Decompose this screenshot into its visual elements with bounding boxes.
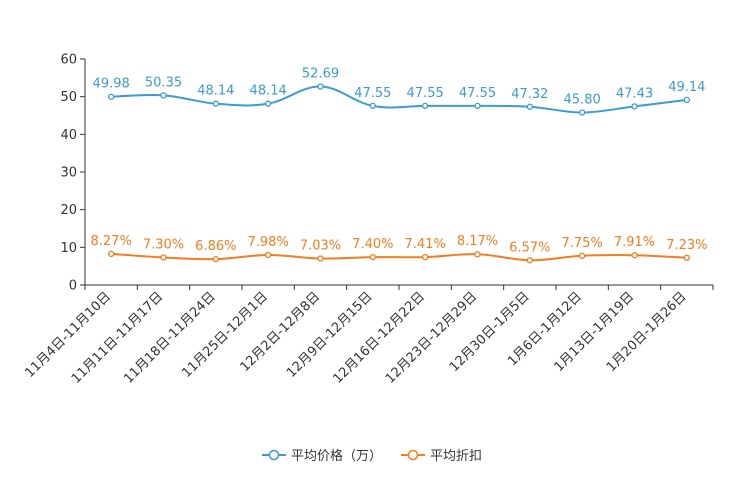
series-line-2	[111, 252, 687, 262]
data-label: 6.86%	[195, 239, 236, 254]
legend-item-1[interactable]: 平均价格（万）	[262, 448, 382, 464]
data-point[interactable]	[683, 254, 690, 261]
data-point[interactable]	[631, 252, 638, 259]
series-line-1	[111, 85, 687, 114]
y-tick-label: 0	[69, 279, 77, 294]
axes: 0 10 20 30 40 50 60 11月4日-11月10日11月11日-11月17日11…	[22, 53, 714, 387]
data-point[interactable]	[108, 250, 115, 257]
data-point[interactable]	[160, 92, 167, 99]
legend[interactable]: 平均价格（万） 平均折扣	[262, 448, 482, 464]
data-label: 52.69	[302, 67, 339, 82]
data-point[interactable]	[369, 102, 376, 110]
y-tick-label: 40	[60, 128, 77, 143]
data-point[interactable]	[160, 254, 167, 261]
y-tick-label: 50	[60, 90, 77, 105]
x-tick-label: 11月4日-11月10日	[22, 289, 114, 381]
legend-label: 平均价格（万）	[291, 448, 382, 464]
data-point[interactable]	[474, 102, 481, 110]
data-point[interactable]	[683, 96, 690, 104]
x-tick-label: 12月23日-12月29日	[383, 289, 480, 386]
data-label: 7.40%	[352, 237, 393, 252]
data-point[interactable]	[526, 103, 533, 110]
y-tick-label: 60	[60, 53, 77, 68]
data-label: 49.14	[668, 80, 705, 95]
y-tick-label: 20	[60, 203, 77, 218]
x-tick-label: 12月16日-12月22日	[331, 289, 428, 386]
data-label: 47.55	[354, 86, 391, 101]
data-label: 8.27%	[91, 234, 132, 249]
data-label: 45.80	[564, 92, 601, 107]
data-point[interactable]	[422, 102, 429, 110]
data-point[interactable]	[317, 255, 324, 262]
data-point[interactable]	[579, 109, 586, 116]
data-point[interactable]	[108, 93, 115, 100]
data-label: 47.43	[616, 86, 653, 101]
data-label: 48.14	[197, 84, 234, 99]
data-label: 8.17%	[457, 234, 498, 249]
data-label: 6.57%	[509, 240, 550, 255]
data-point[interactable]	[631, 103, 638, 110]
x-tick-label: 11月11日-11月17日	[69, 289, 166, 386]
legend-item-2[interactable]: 平均折扣	[401, 449, 482, 464]
data-point[interactable]	[265, 251, 272, 259]
data-label: 47.55	[407, 86, 444, 101]
y-tick-label: 30	[60, 166, 77, 181]
legend-marker-icon	[268, 449, 280, 461]
y-tick-label: 10	[60, 241, 77, 256]
data-point[interactable]	[212, 256, 219, 263]
data-label: 7.91%	[614, 235, 655, 250]
data-point[interactable]	[317, 83, 324, 90]
data-label: 50.35	[145, 75, 182, 90]
data-label: 7.75%	[562, 236, 603, 251]
legend-label: 平均折扣	[430, 449, 482, 464]
data-label: 7.41%	[405, 237, 446, 252]
data-label: 7.23%	[666, 238, 707, 253]
data-point[interactable]	[422, 253, 429, 261]
data-point[interactable]	[579, 252, 586, 259]
data-point[interactable]	[265, 100, 272, 107]
data-point[interactable]	[474, 251, 481, 258]
data-labels: 49.98 50.35 48.14 48.14 52.69 47.55 47.55 47.55…	[91, 67, 708, 256]
data-label: 48.14	[250, 84, 287, 99]
data-label: 7.30%	[143, 238, 184, 253]
data-point[interactable]	[526, 257, 533, 264]
data-label: 47.55	[459, 86, 496, 101]
x-tick-label: 11月18日-11月24日	[121, 289, 218, 386]
data-point[interactable]	[369, 253, 376, 261]
series-layer	[108, 83, 690, 264]
data-label: 47.32	[511, 87, 548, 102]
data-label: 49.98	[93, 77, 130, 92]
data-label: 7.03%	[300, 239, 341, 254]
data-label: 7.98%	[248, 235, 289, 250]
data-point[interactable]	[212, 100, 219, 107]
legend-marker-icon	[407, 449, 419, 461]
